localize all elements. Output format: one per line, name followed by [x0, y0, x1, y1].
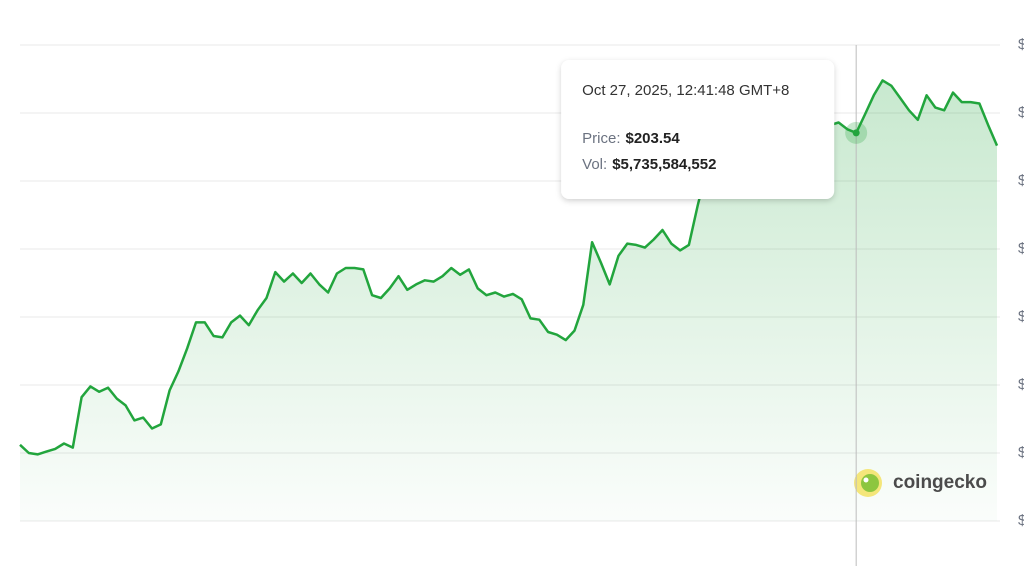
y-tick-label: $ [1018, 376, 1024, 393]
area-fill [20, 80, 997, 522]
overlay: Oct 27, 2025, 12:41:48 GMT+8 Price: $203.5… [561, 45, 868, 566]
y-tick-label: $ [1018, 444, 1024, 461]
hover-point [852, 129, 860, 137]
tooltip-volume: $5,735,584,552 [612, 156, 716, 173]
tooltip-box [561, 60, 835, 199]
price-line [19, 79, 999, 456]
tooltip-title: Oct 27, 2025, 12:41:48 GMT+8 [582, 82, 789, 99]
y-tick-label: $ [1018, 240, 1024, 257]
watermark: coingecko [854, 469, 987, 497]
y-tick-label: $ [1018, 308, 1024, 325]
logo-eye [863, 477, 869, 483]
tooltip: Oct 27, 2025, 12:41:48 GMT+8 Price: $203.5… [561, 60, 835, 199]
tooltip-price: $203.54 [626, 130, 681, 147]
y-tick-label: $ [1018, 512, 1024, 529]
watermark-text: coingecko [893, 472, 987, 493]
y-tick-label: $ [1018, 104, 1024, 121]
y-tick-label: $ [1018, 36, 1024, 53]
tooltip-price-label: Price: [582, 130, 620, 147]
plot [19, 79, 999, 522]
tooltip-volume-label: Vol: [582, 156, 607, 173]
y-tick-label: $ [1018, 172, 1024, 189]
logo-inner [861, 474, 879, 492]
